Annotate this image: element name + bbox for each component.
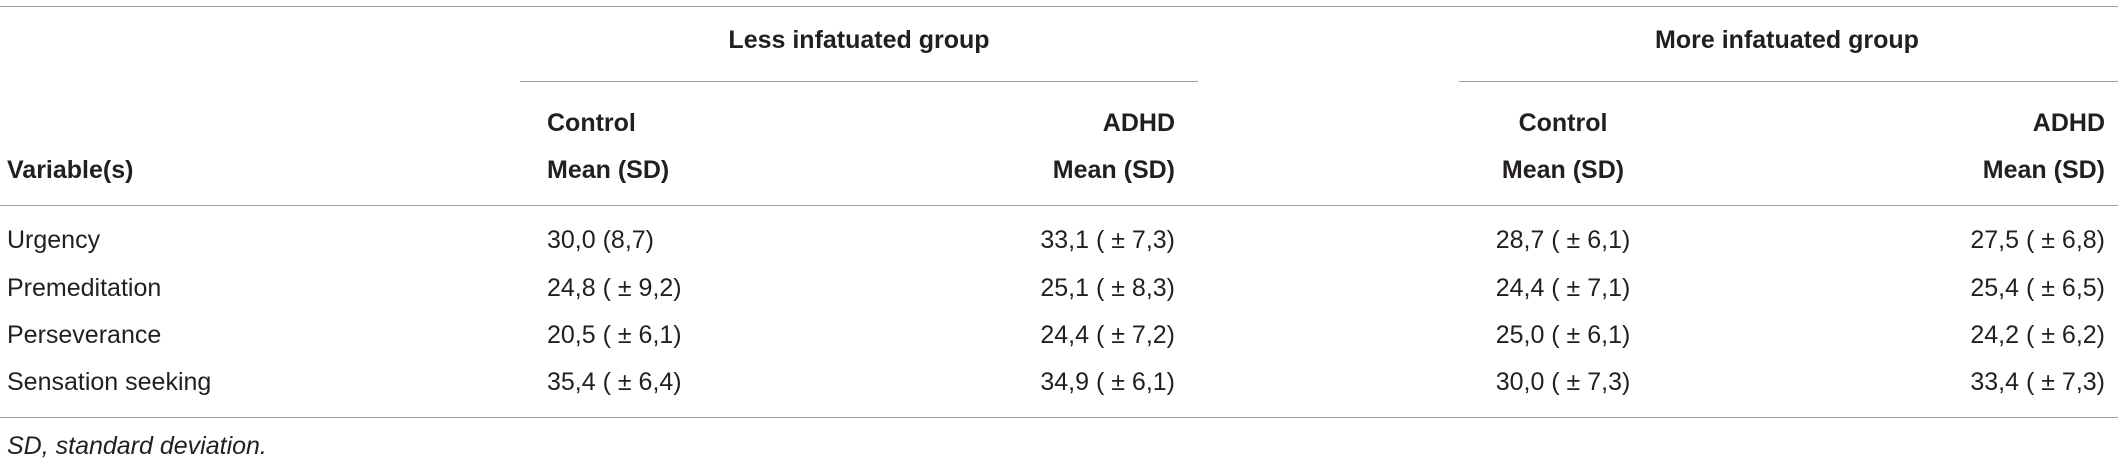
footnote: SD, standard deviation. [7,432,267,460]
group-rule [520,81,1198,82]
cell: 24,4 ( ± 7,2) [1040,321,1175,349]
cell: 25,0 ( ± 6,1) [1495,321,1631,349]
column-header: Mean (SD) [1982,156,2105,184]
column-header: Control [547,109,636,137]
column-header: Mean (SD) [1052,156,1175,184]
row-header-label: Variable(s) [7,156,134,184]
cell: 34,9 ( ± 6,1) [1040,368,1175,396]
column-header: ADHD [2032,109,2105,137]
cell: 28,7 ( ± 6,1) [1495,226,1631,254]
cell: 33,4 ( ± 7,3) [1970,368,2105,396]
column-header: Control [1518,109,1608,137]
row-label: Sensation seeking [7,368,212,396]
cell: 25,1 ( ± 8,3) [1040,274,1175,302]
column-header: Mean (SD) [547,156,670,184]
column-header: ADHD [1102,109,1175,137]
cell: 24,8 ( ± 9,2) [547,274,682,302]
group-header: Less infatuated group [728,26,990,54]
cell: 30,0 ( ± 7,3) [1495,368,1631,396]
row-label: Urgency [7,226,101,254]
row-label: Perseverance [7,321,162,349]
cell: 35,4 ( ± 6,4) [547,368,682,396]
group-rule [1459,81,2118,82]
cell: 27,5 ( ± 6,8) [1970,226,2105,254]
cell: 20,5 ( ± 6,1) [547,321,682,349]
top-rule [0,6,2118,7]
column-header: Mean (SD) [1501,156,1625,184]
cell: 33,1 ( ± 7,3) [1040,226,1175,254]
header-rule [0,205,2118,206]
group-header: More infatuated group [1655,26,1919,54]
row-label: Premeditation [7,274,162,302]
bottom-rule [0,417,2118,418]
cell: 24,4 ( ± 7,1) [1495,274,1631,302]
cell: 25,4 ( ± 6,5) [1970,274,2105,302]
cell: 30,0 (8,7) [547,226,655,254]
cell: 24,2 ( ± 6,2) [1970,321,2105,349]
